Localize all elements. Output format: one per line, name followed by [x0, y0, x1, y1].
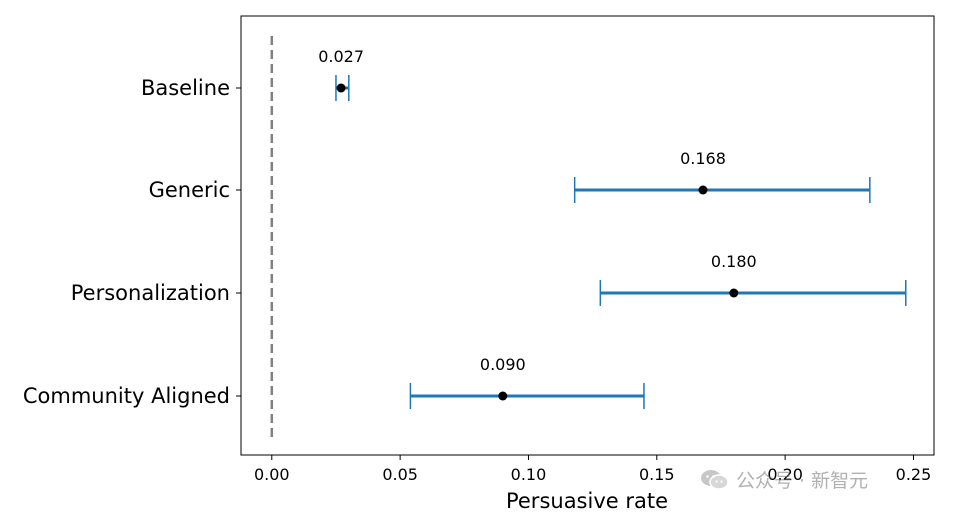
x-tick-label: 0.05: [382, 465, 418, 484]
wechat-icon: [701, 469, 729, 490]
plot-frame: [240, 15, 935, 456]
y-ticks: Baseline Generic Personalization Community …: [23, 76, 241, 408]
value-label: 0.180: [711, 252, 757, 271]
x-tick-label: 0.25: [896, 465, 932, 484]
errorbars-group: 0.027 0.168 0.180 0.090: [318, 47, 907, 409]
x-tick-label: 0.10: [511, 465, 547, 484]
category-label: Generic: [149, 178, 230, 202]
data-point: [336, 83, 346, 93]
category-label: Baseline: [141, 76, 230, 100]
x-ticks: 0.00 0.05 0.10 0.15 0.20 0.25: [254, 455, 931, 484]
watermark-text: 公众号 · 新智元: [736, 470, 869, 492]
value-label: 0.027: [318, 47, 364, 66]
data-point: [498, 391, 508, 401]
x-tick-label: 0.00: [254, 465, 290, 484]
x-axis-title: Persuasive rate: [506, 489, 668, 513]
value-label: 0.168: [680, 149, 726, 168]
x-tick-label: 0.15: [639, 465, 675, 484]
x-tick-label: 0.20: [767, 465, 803, 484]
data-point: [729, 288, 739, 298]
category-label: Community Aligned: [23, 384, 230, 408]
category-label: Personalization: [71, 281, 230, 305]
data-point: [698, 185, 708, 195]
watermark: 公众号 · 新智元: [700, 466, 868, 493]
value-label: 0.090: [480, 355, 526, 374]
